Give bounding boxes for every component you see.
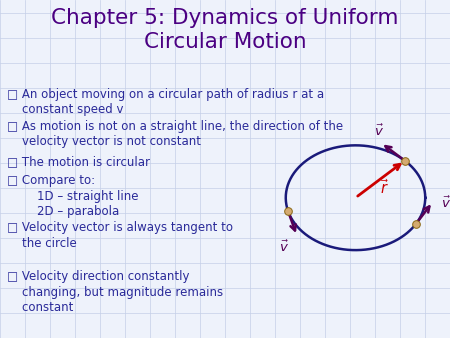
Text: □ Velocity vector is always tangent to
    the circle: □ Velocity vector is always tangent to t…: [7, 221, 233, 250]
Text: □ The motion is circular: □ The motion is circular: [7, 155, 150, 168]
Text: $\vec{v}$: $\vec{v}$: [441, 196, 450, 211]
Text: □ As motion is not on a straight line, the direction of the
    velocity vector : □ As motion is not on a straight line, t…: [7, 120, 343, 148]
Text: □ An object moving on a circular path of radius r at a
    constant speed v: □ An object moving on a circular path of…: [7, 88, 324, 116]
Text: □ Velocity direction constantly
    changing, but magnitude remains
    constant: □ Velocity direction constantly changing…: [7, 270, 223, 314]
Text: □ Compare to:
        1D – straight line
        2D – parabola: □ Compare to: 1D – straight line 2D – pa…: [7, 174, 138, 218]
Text: Chapter 5: Dynamics of Uniform
Circular Motion: Chapter 5: Dynamics of Uniform Circular …: [51, 8, 399, 52]
Text: $\vec{v}$: $\vec{v}$: [279, 240, 289, 255]
Text: $\vec{v}$: $\vec{v}$: [374, 124, 384, 139]
Text: $\vec{r}$: $\vec{r}$: [380, 178, 389, 197]
